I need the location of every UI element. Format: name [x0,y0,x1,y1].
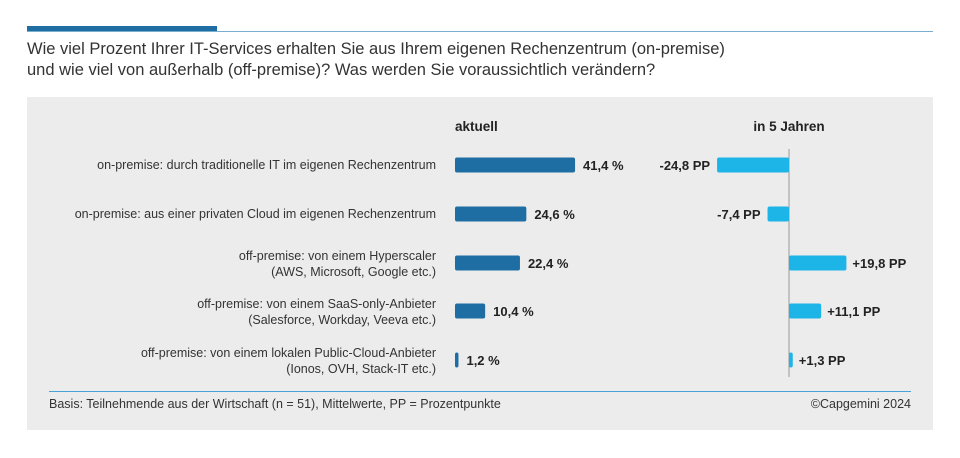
current-bar [455,303,486,319]
column-header-current: aktuell [455,119,498,134]
chart-panel: aktuell in 5 Jahren on-premise: durch trad… [27,97,933,430]
category-label: off-premise: von einem Hyperscaler [239,249,436,263]
current-bar [455,255,520,271]
footer-basis: Basis: Teilnehmende aus der Wirtschaft (… [49,397,501,411]
footer-copyright: ©Capgemini 2024 [810,397,911,411]
current-value-label: 24,6 % [534,207,575,222]
category-label: off-premise: von einem SaaS-only-Anbiete… [197,297,436,311]
change-bar [767,206,789,222]
category-label: (Ionos, OVH, Stack-IT etc.) [286,362,436,376]
category-label: (Salesforce, Workday, Veeva etc.) [248,313,436,327]
category-label: off-premise: von einem lokalen Public-Cl… [141,346,436,360]
current-bar [455,206,527,222]
change-value-label: -24,8 PP [659,158,710,173]
header-rule [27,31,933,32]
change-bar [717,157,789,173]
current-value-label: 10,4 % [493,304,534,319]
current-value-label: 1,2 % [466,353,500,368]
current-bar [455,157,576,173]
chart-title: Wie viel Prozent Ihrer IT-Services erhal… [27,39,927,81]
title-line-1: Wie viel Prozent Ihrer IT-Services erhal… [27,40,725,58]
current-value-label: 41,4 % [583,158,624,173]
category-label: on-premise: durch traditionelle IT im ei… [97,158,436,172]
footer-rule [49,391,911,392]
change-value-label: -7,4 PP [717,207,761,222]
change-value-label: +11,1 PP [827,304,880,319]
title-line-2: und wie viel von außerhalb (off-premise)… [27,61,656,79]
header-accent-bar [27,26,217,31]
change-bar [789,352,793,368]
change-value-label: +19,8 PP [852,256,906,271]
change-value-label: +1,3 PP [799,353,846,368]
column-header-change: in 5 Jahren [753,119,824,134]
change-bar [789,255,847,271]
chart-svg: aktuell in 5 Jahren on-premise: durch trad… [75,119,907,377]
current-value-label: 22,4 % [528,256,569,271]
category-label: on-premise: aus einer privaten Cloud im … [75,207,436,221]
current-bar [455,352,459,368]
change-bar [789,303,822,319]
category-label: (AWS, Microsoft, Google etc.) [271,265,436,279]
